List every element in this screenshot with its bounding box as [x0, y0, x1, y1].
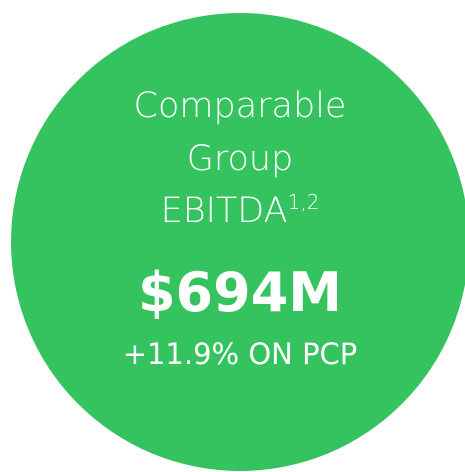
superscript: 1,2	[288, 190, 320, 214]
title-line: EBITDA	[161, 191, 288, 231]
title-line: Comparable	[134, 86, 347, 126]
title-line-with-superscript: EBITDA1,2	[161, 190, 320, 231]
change: +11.9% ON PCP	[123, 337, 358, 371]
value: $694M	[138, 261, 342, 324]
title-line: Group	[187, 139, 294, 179]
green-circle	[11, 13, 465, 471]
